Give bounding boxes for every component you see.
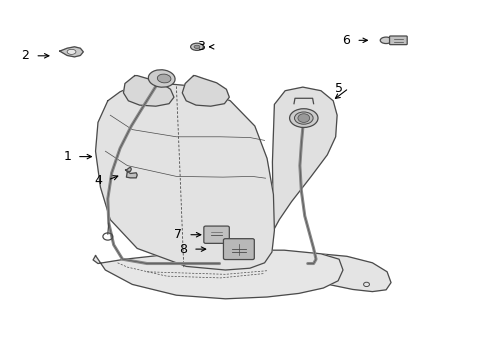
- Text: 8: 8: [179, 243, 187, 256]
- Ellipse shape: [148, 70, 175, 87]
- Circle shape: [298, 114, 310, 122]
- Text: 3: 3: [197, 40, 205, 53]
- Polygon shape: [123, 76, 174, 106]
- Text: 5: 5: [335, 82, 343, 95]
- Polygon shape: [125, 167, 137, 178]
- FancyBboxPatch shape: [204, 226, 229, 243]
- Polygon shape: [93, 250, 343, 299]
- Polygon shape: [96, 83, 274, 270]
- Polygon shape: [60, 47, 83, 57]
- Text: 2: 2: [22, 49, 29, 62]
- Text: 4: 4: [94, 174, 102, 186]
- Text: 6: 6: [343, 34, 350, 47]
- FancyBboxPatch shape: [223, 239, 254, 260]
- Ellipse shape: [67, 49, 76, 54]
- Text: 7: 7: [174, 228, 182, 241]
- Ellipse shape: [294, 112, 313, 124]
- Ellipse shape: [290, 109, 318, 127]
- Ellipse shape: [191, 43, 203, 50]
- Ellipse shape: [157, 74, 171, 83]
- Polygon shape: [182, 76, 229, 106]
- Text: 1: 1: [63, 150, 71, 163]
- Polygon shape: [272, 252, 391, 292]
- Ellipse shape: [380, 37, 392, 44]
- Ellipse shape: [194, 45, 200, 49]
- Polygon shape: [272, 87, 337, 230]
- FancyBboxPatch shape: [390, 36, 407, 45]
